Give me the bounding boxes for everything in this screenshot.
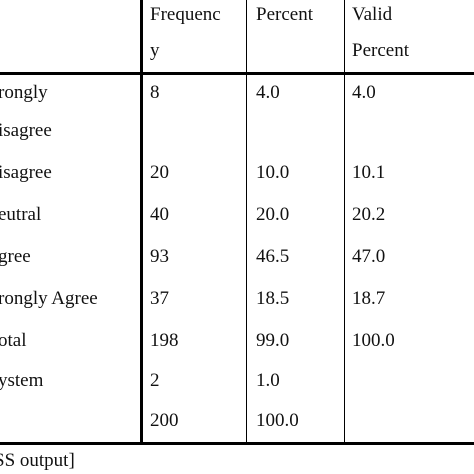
row-valid-percent: 4.0: [352, 82, 376, 103]
row-frequency: 40: [150, 204, 169, 225]
column-divider-percent-valid: [344, 0, 345, 442]
row-valid-percent: 20.2: [352, 204, 386, 225]
row-label: isagree: [0, 162, 52, 183]
row-percent: 1.0: [256, 370, 280, 391]
row-percent: 20.0: [256, 204, 290, 225]
row-frequency: 198: [150, 330, 179, 351]
row-valid-percent: 100.0: [352, 330, 395, 351]
row-label: isagree: [0, 120, 52, 141]
header-bottom-border: [0, 72, 474, 75]
column-divider-freq-percent: [246, 0, 247, 442]
header-valid-percent-line1: Valid: [352, 4, 393, 25]
header-frequency-line1: Frequenc: [150, 4, 221, 25]
row-percent: 100.0: [256, 410, 299, 431]
column-divider-left: [140, 0, 143, 442]
row-valid-percent: 47.0: [352, 246, 386, 267]
row-frequency: 37: [150, 288, 169, 309]
row-valid-percent: 10.1: [352, 162, 386, 183]
row-label: ystem: [0, 370, 44, 391]
row-percent: 4.0: [256, 82, 280, 103]
table-bottom-border: [0, 442, 474, 445]
row-percent: 10.0: [256, 162, 290, 183]
row-frequency: 8: [150, 82, 160, 103]
row-label: gree: [0, 246, 31, 267]
row-label: eutral: [0, 204, 42, 225]
row-label: rongly Agree: [0, 288, 98, 309]
header-valid-percent-line2: Percent: [352, 40, 409, 61]
row-percent: 18.5: [256, 288, 290, 309]
row-percent: 99.0: [256, 330, 290, 351]
header-frequency-line2: y: [150, 40, 160, 61]
source-caption: SS output]: [0, 450, 75, 471]
row-frequency: 93: [150, 246, 169, 267]
row-label: otal: [0, 330, 27, 351]
row-frequency: 2: [150, 370, 160, 391]
row-valid-percent: 18.7: [352, 288, 386, 309]
header-percent: Percent: [256, 4, 313, 25]
row-percent: 46.5: [256, 246, 290, 267]
row-label: rongly: [0, 82, 48, 103]
row-frequency: 20: [150, 162, 169, 183]
row-frequency: 200: [150, 410, 179, 431]
